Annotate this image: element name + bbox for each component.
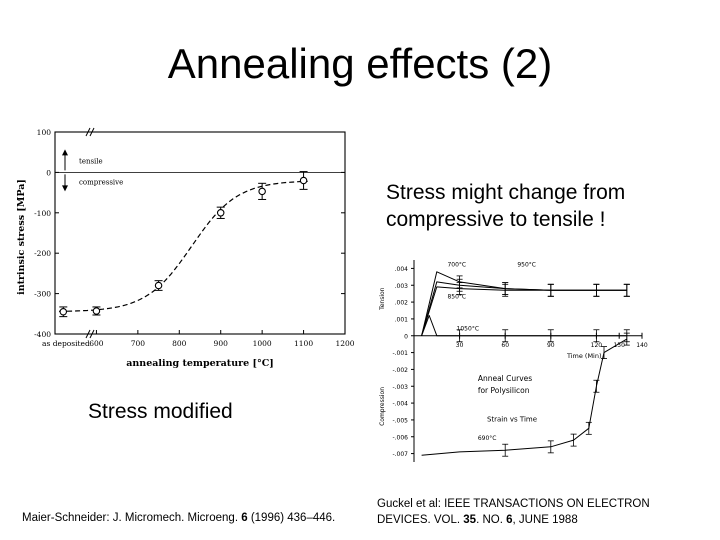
chart1-x-tick-label: 900 [214,339,229,348]
chart2-y-tick-label: 0 [404,333,408,340]
chart1-data-point [59,308,68,316]
chart1-x-tick-label: 1000 [253,339,272,348]
chart2-series-label: 850°C [447,294,466,301]
chart1-y-tick-label: -200 [34,249,51,258]
chart2-y-label-tension: Tension [379,287,386,311]
chart1-axis-break-mark [85,127,91,137]
chart2-x-tick-label: 150 [613,342,625,349]
chart2-title-line2: for Polysilicon [478,386,530,395]
chart1-x-tick-label-first: as deposited [42,339,90,348]
chart2-y-tick-label: .001 [395,316,409,323]
citation-right-line1: Guckel et al: IEEE TRANSACTIONS ON ELECT… [377,498,650,510]
chart2-series-label: 1050°C [457,326,479,333]
anneal-strain-vs-time-chart: .004 .003 .002 .001 0 -.001 -.002 -.003 -.004 -.0… [379,260,648,462]
chart2-subtitle: Strain vs Time [487,416,537,424]
citation-right-issue-label: . NO. [476,514,507,526]
chart2-y-tick-label: -.004 [392,401,408,408]
chart1-compressive-arrowhead [62,185,68,192]
chart1-y-axis-label: intrinsic stress [MPa] [16,179,27,295]
citation-right: Guckel et al: IEEE TRANSACTIONS ON ELECT… [377,496,650,528]
callout-upper-line1: Stress might change from [386,181,626,204]
slide-title: Annealing effects (2) [167,40,553,87]
chart2-x-tick-label: 120 [591,342,603,349]
chart1-compressive-label: compressive [79,178,123,186]
chart1-y-tick-label: 0 [46,168,51,177]
callout-compressive-to-tensile: Stress might change from compressive to … [386,179,716,233]
chart1-labels: annealing temperature [°C] intrinsic stre… [16,149,274,369]
chart1-data-point [92,307,101,315]
chart1-axis-break-mark [89,329,95,339]
chart1-data-point [258,187,266,196]
chart1-x-tick-label: 700 [131,339,146,348]
citation-right-journal: DEVICES. VOL. [377,514,464,526]
chart2-y-tick-label: -.003 [392,384,408,391]
chart2-y-tick-label: .002 [395,300,409,307]
chart2-y-tick-label: .003 [395,283,409,290]
chart1-sigmoid-fit [59,180,308,312]
chart1-data-point [154,281,163,290]
citation-left-pages: (1996) 436–446. [247,512,336,524]
chart2-series-line [421,315,627,337]
chart1-x-tick-label: 600 [89,339,104,348]
chart1-axes [54,127,346,339]
chart2-y-tick-label: .004 [395,266,409,273]
callout-stress-modified: Stress modified [88,400,233,423]
chart2-x-tick-label: 140 [636,342,648,349]
chart1-tensile-arrowhead [62,149,68,156]
chart1-y-tick-label: -100 [34,209,51,218]
callout-upper-line2: compressive to tensile ! [386,208,606,231]
chart2-series-label: 690°C [478,435,497,442]
chart1-data-point [216,209,225,217]
chart1-x-axis-label: annealing temperature [°C] [126,358,274,369]
chart1-axis-break-mark [85,329,91,339]
chart2-x-tick-label: 90 [547,342,555,349]
chart1-y-tick-label: 100 [37,128,52,137]
chart2-x-axis-label: Time (Min) [566,352,602,360]
chart2-y-tick-label: -.005 [392,417,408,424]
citation-right-volume: 35 [463,514,477,526]
citation-right-issue: 6 [506,514,513,526]
chart1-y-tick-label: -300 [34,290,51,299]
chart2-y-tick-label: -.001 [392,350,408,357]
chart2-ticks: .004 .003 .002 .001 0 -.001 -.002 -.003 -.004 -.0… [392,266,647,458]
chart1-x-tick-label: 1100 [294,339,313,348]
citation-left: Maier-Schneider: J. Micromech. Microeng.… [22,510,335,526]
chart2-y-tick-label: -.006 [392,434,408,441]
citation-right-line2: DEVICES. VOL. 35. NO. 6, JUNE 1988 [377,512,650,528]
chart2-y-tick-label: -.002 [392,367,408,374]
chart2-series-line [421,271,627,336]
chart1-tensile-label: tensile [79,157,103,165]
chart1-axis-break-mark [89,127,95,137]
chart1-fit-curve [59,180,308,312]
chart1-points [59,171,308,318]
citation-left-volume: 6 [241,512,248,524]
chart2-x-tick-label: 60 [501,342,509,349]
citation-left-text: Maier-Schneider: J. Micromech. Microeng. [22,512,242,524]
chart2-x-tick-label: 30 [456,342,464,349]
chart1-plot-frame [54,131,346,335]
chart2-y-tick-label: -.007 [392,451,408,458]
chart2-y-label-compression: Compression [379,387,386,426]
chart2-series-label: 950°C [517,262,536,269]
chart2-lines [421,271,630,457]
chart2-labels: Time (Min) Tension Compression Anneal Curve… [379,262,602,442]
chart2-title-line1: Anneal Curves [478,374,532,383]
citation-right-date: , JUNE 1988 [512,514,578,526]
chart1-x-tick-label: 800 [172,339,187,348]
chart1-data-point [299,176,308,185]
chart1-x-tick-label: 1200 [335,339,354,348]
chart1-y-tick-label: -400 [34,330,51,339]
chart2-series-label: 700°C [447,262,466,269]
